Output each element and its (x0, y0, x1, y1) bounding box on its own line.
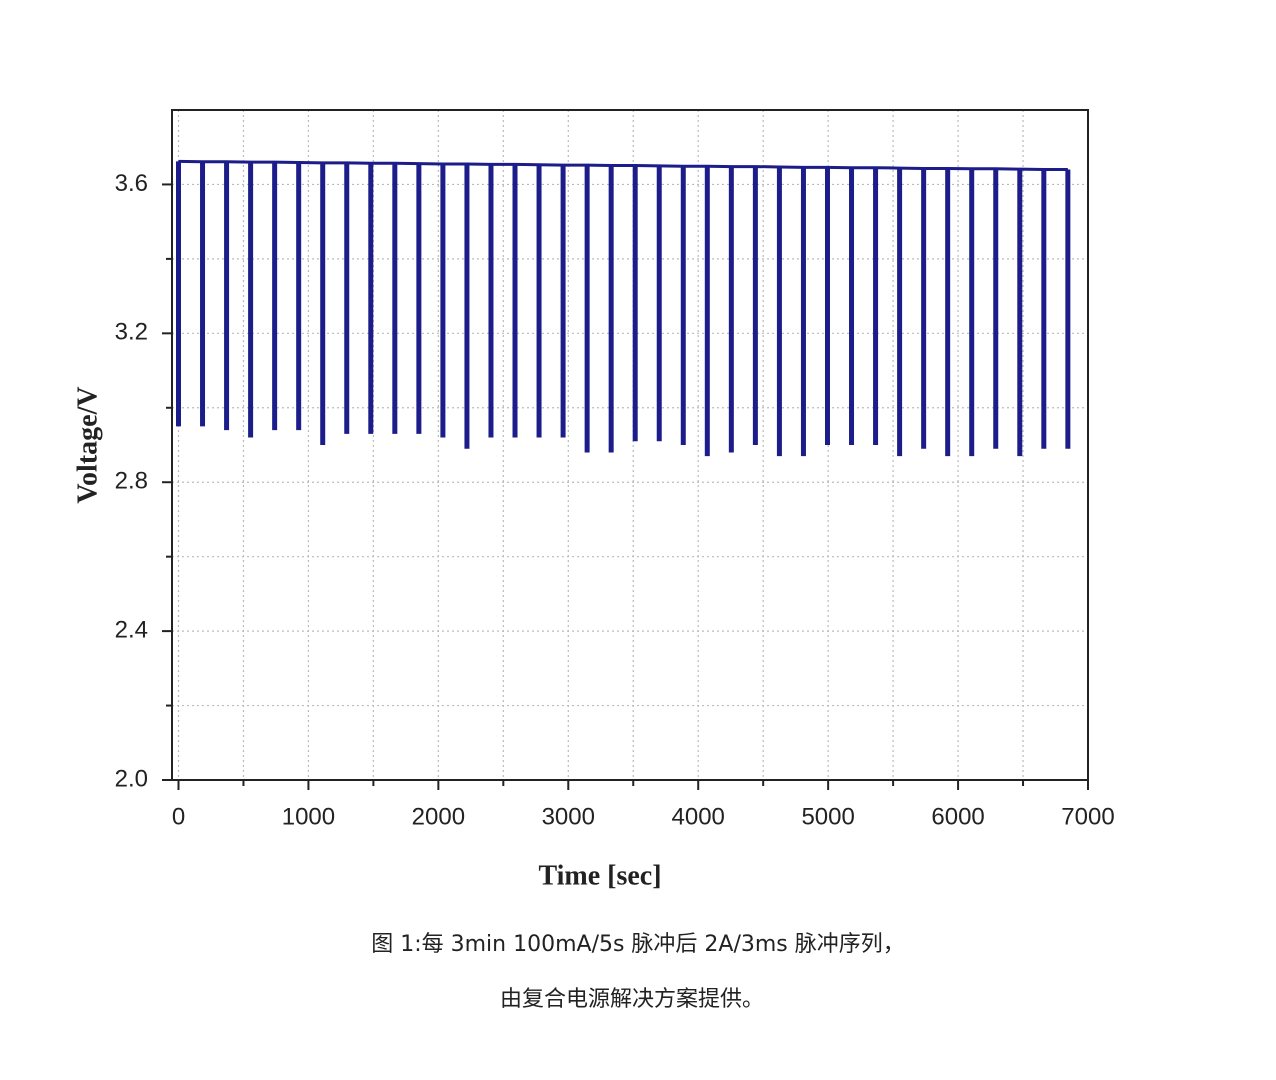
y-tick-label: 2.0 (115, 765, 148, 792)
y-axis-label: Voltage/V (72, 386, 103, 503)
plot-frame (171, 109, 1089, 781)
line (178, 159, 1068, 172)
caption: 由复合电源解决方案提供。 (500, 987, 764, 1012)
x-tick-label: 6000 (931, 803, 984, 830)
x-tick-label: 4000 (672, 803, 725, 830)
x-tick-label: 0 (172, 803, 185, 830)
x-tick-label: 1000 (282, 803, 335, 830)
y-tick-label: 3.2 (115, 319, 148, 346)
x-tick-label: 7000 (1061, 803, 1114, 830)
caption: 图 1:每 3min 100mA/5s 脉冲后 2A/3ms 脉冲序列， (371, 932, 905, 957)
y-tick-label: 2.8 (115, 468, 148, 495)
x-tick-label: 2000 (412, 803, 465, 830)
y-tick-label: 2.4 (115, 616, 148, 643)
x-tick-label: 5000 (801, 803, 854, 830)
x-tick-label: 3000 (542, 803, 595, 830)
x-axis-label: Time [sec] (538, 860, 661, 891)
y-tick-label: 3.6 (115, 170, 148, 197)
